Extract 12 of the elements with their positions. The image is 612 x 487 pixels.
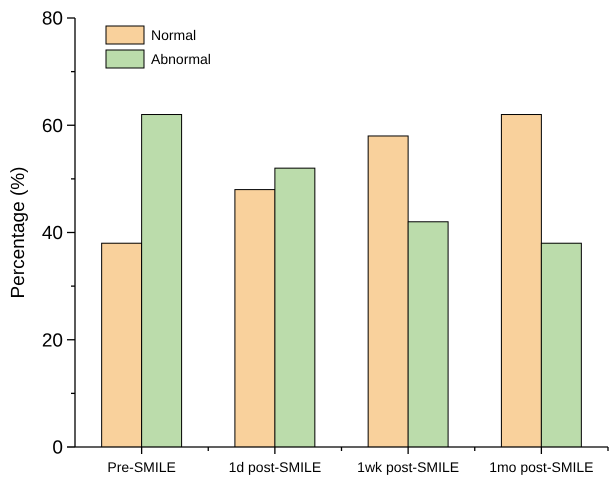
legend-label: Normal <box>151 26 196 43</box>
legend-label: Abnormal <box>151 50 211 67</box>
y-tick-label: 40 <box>42 223 63 244</box>
x-tick-label: 1mo post-SMILE <box>489 459 594 475</box>
y-tick-label: 80 <box>42 8 63 30</box>
y-tick-label: 0 <box>52 438 63 459</box>
x-tick-label: Pre-SMILE <box>107 459 176 475</box>
y-tick-label: 60 <box>42 116 63 137</box>
x-tick-label: 1wk post-SMILE <box>357 459 460 475</box>
y-tick-label: 20 <box>42 330 63 352</box>
x-tick-label: 1d post-SMILE <box>228 459 322 475</box>
y-axis-title: Percentage (%) <box>8 166 29 299</box>
